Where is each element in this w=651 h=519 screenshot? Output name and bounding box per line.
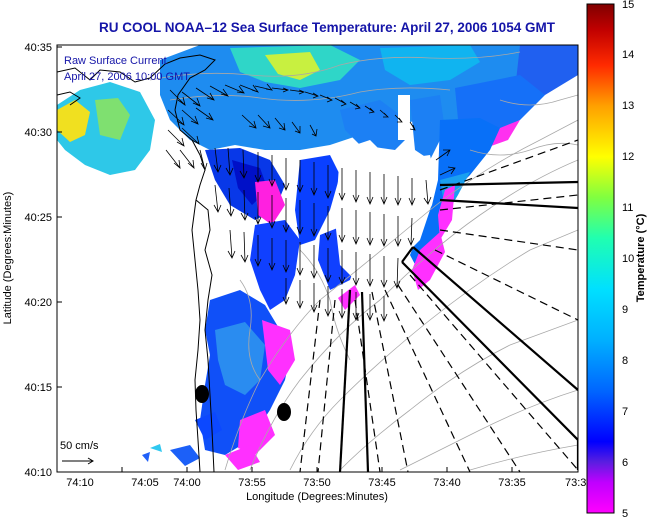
map-content bbox=[57, 45, 578, 472]
colorbar-tick: 8 bbox=[622, 355, 628, 367]
colorbar: 15 14 13 12 11 10 9 8 7 6 5 Temperature … bbox=[586, 0, 647, 519]
x-axis: 74:10 74:05 74:00 73:55 73:50 73:45 73:4… bbox=[56, 467, 586, 503]
x-tick-label: 74:00 bbox=[173, 477, 201, 489]
x-tick-label: 73:3 bbox=[565, 477, 586, 489]
y-tick-label: 40:30 bbox=[24, 127, 52, 139]
x-tick-label: 73:50 bbox=[303, 477, 331, 489]
legend-line1: Raw Surface Current bbox=[64, 55, 167, 67]
x-tick-label: 73:40 bbox=[433, 477, 461, 489]
colorbar-tick: 10 bbox=[622, 253, 634, 265]
station-marker-north bbox=[195, 385, 209, 403]
colorbar-tick: 5 bbox=[622, 508, 628, 519]
y-tick-label: 40:20 bbox=[24, 297, 52, 309]
x-tick-label: 73:45 bbox=[368, 477, 396, 489]
x-axis-label: Longitude (Degrees:Minutes) bbox=[246, 491, 388, 503]
x-tick-label: 74:05 bbox=[131, 477, 159, 489]
y-axis: 40:35 40:30 40:25 40:20 40:15 40:10 Lati… bbox=[2, 42, 62, 479]
colorbar-tick: 7 bbox=[622, 406, 628, 418]
colorbar-tick: 14 bbox=[622, 49, 634, 61]
sst-raster bbox=[57, 45, 578, 470]
map-title: RU COOL NOAA–12 Sea Surface Temperature:… bbox=[99, 20, 555, 35]
y-tick-label: 40:35 bbox=[24, 42, 52, 54]
colorbar-title: Temperature (°C) bbox=[635, 213, 647, 302]
y-tick-label: 40:25 bbox=[24, 212, 52, 224]
scale-arrow-head bbox=[87, 457, 94, 465]
current-vectors bbox=[165, 83, 456, 323]
legend-line2: April 27, 2006 10:00 GMT bbox=[64, 71, 190, 83]
station-marker-south bbox=[277, 403, 291, 421]
colorbar-tick: 12 bbox=[622, 151, 634, 163]
colorbar-scale bbox=[586, 3, 615, 514]
scale-label: 50 cm/s bbox=[60, 440, 99, 452]
colorbar-tick: 11 bbox=[622, 202, 633, 214]
y-tick-label: 40:10 bbox=[24, 467, 52, 479]
colorbar-tick: 6 bbox=[622, 457, 628, 469]
y-axis-label: Latitude (Degrees:Minutes) bbox=[2, 192, 14, 325]
colorbar-tick: 13 bbox=[622, 100, 634, 112]
radar-radials bbox=[299, 139, 578, 472]
colorbar-tick: 15 bbox=[622, 0, 634, 11]
cloud-mask bbox=[175, 95, 436, 295]
x-tick-label: 74:10 bbox=[66, 477, 94, 489]
y-tick-label: 40:15 bbox=[24, 382, 52, 394]
x-tick-label: 73:35 bbox=[498, 477, 526, 489]
x-tick-label: 73:55 bbox=[238, 477, 266, 489]
colorbar-tick: 9 bbox=[622, 304, 628, 316]
transects bbox=[338, 180, 578, 472]
